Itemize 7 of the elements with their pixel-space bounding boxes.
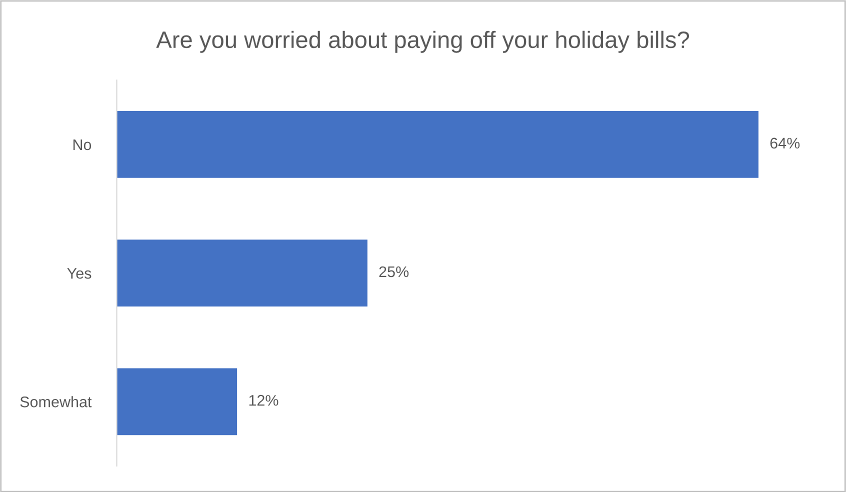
y-tick-label: No <box>73 140 92 150</box>
y-tick-label: Yes <box>67 268 92 279</box>
chart-title: Are you worried about paying off your holiday bills? <box>156 30 690 53</box>
data-label: 12% <box>249 394 278 406</box>
data-label: 64% <box>770 138 800 149</box>
y-tick-label: Somewhat <box>20 396 92 408</box>
data-label: 25% <box>379 266 409 278</box>
